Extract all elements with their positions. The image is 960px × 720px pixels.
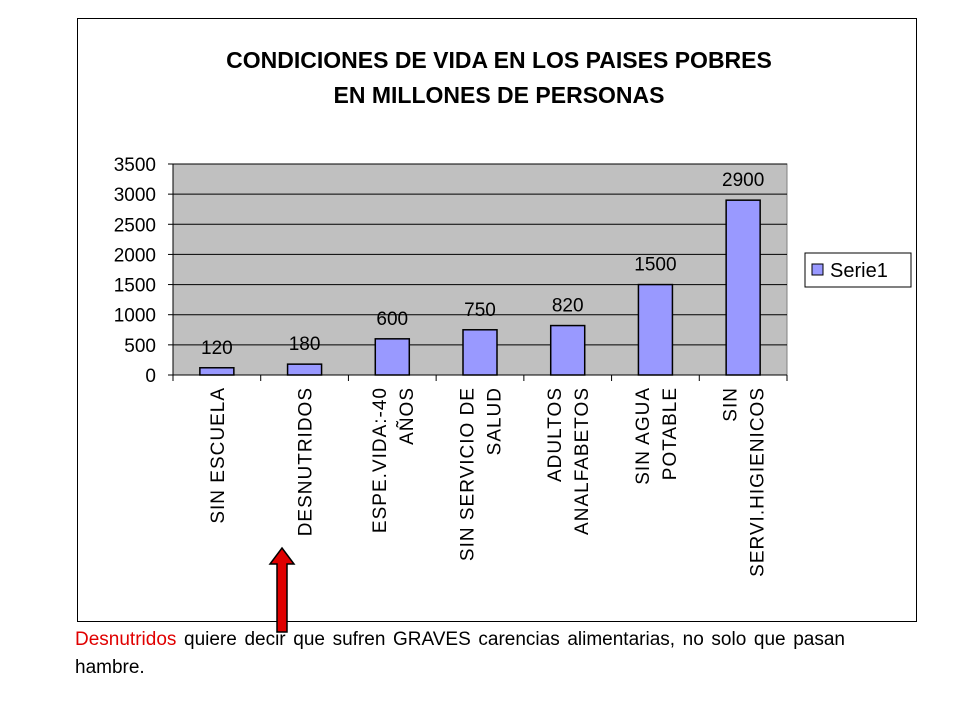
- x-category-label-line: ADULTOS: [545, 387, 566, 482]
- x-category-label: SIN AGUA POTABLE: [633, 387, 681, 485]
- x-category-label: ADULTOS ANALFABETOS: [545, 387, 593, 535]
- y-tick-label: 3000: [114, 185, 156, 206]
- chart-title-line-2: EN MILLONES DE PERSONAS: [334, 82, 665, 108]
- x-category-label-line: SERVI.HIGIENICOS: [748, 387, 769, 577]
- x-category-label: SIN SERVI.HIGIENICOS: [721, 387, 769, 577]
- x-category-label-line: SIN AGUA: [633, 387, 654, 485]
- data-label: 180: [289, 334, 321, 355]
- data-label: 600: [376, 309, 408, 330]
- x-category-label: SIN ESCUELA: [208, 387, 229, 524]
- x-category-label-line: SIN SERVICIO DE: [458, 387, 479, 561]
- y-tick-label: 3500: [114, 155, 156, 176]
- x-category-label-line: AÑOS: [396, 387, 418, 445]
- y-tick-label: 500: [124, 336, 156, 357]
- data-label: 2900: [722, 170, 764, 191]
- data-label: 1500: [634, 255, 676, 276]
- bar: [549, 324, 586, 376]
- bar: [286, 363, 323, 376]
- legend-swatch: [811, 263, 824, 276]
- data-label: 750: [464, 300, 496, 321]
- bar: [374, 338, 411, 376]
- y-tick-label: 1000: [114, 306, 156, 327]
- y-tick-label: 0: [145, 366, 156, 387]
- bar: [725, 199, 761, 376]
- y-tick-label: 1500: [114, 276, 156, 297]
- x-category-label: ESPE.VIDA:-40 AÑOS: [370, 387, 418, 533]
- x-category-label-line: ANALFABETOS: [572, 387, 593, 535]
- x-category-label-line: SIN ESCUELA: [208, 387, 229, 524]
- arrow-up-icon: [268, 546, 296, 633]
- bar: [462, 329, 498, 376]
- x-category-label-line: POTABLE: [660, 387, 681, 480]
- x-category-label-line: ESPE.VIDA:-40: [370, 387, 391, 533]
- caption-text: quiere decir que sufren GRAVES carencias…: [75, 629, 845, 678]
- caption: Desnutridos quiere decir que sufren GRAV…: [75, 626, 845, 682]
- x-category-label: DESNUTRIDOS: [296, 387, 317, 536]
- x-category-label-line: DESNUTRIDOS: [296, 387, 317, 536]
- x-category-label-line: SALUD: [485, 387, 506, 455]
- bar: [637, 283, 674, 376]
- y-tick-label: 2500: [114, 215, 156, 236]
- data-label: 120: [201, 338, 233, 359]
- bar: [199, 367, 235, 376]
- chart-title-line-1: CONDICIONES DE VIDA EN LOS PAISES POBRES: [226, 47, 772, 73]
- x-category-label: SIN SERVICIO DE SALUD: [458, 387, 506, 561]
- legend-label: Serie1: [830, 260, 888, 282]
- data-label: 820: [552, 296, 584, 317]
- x-category-label-line: SIN: [721, 387, 742, 422]
- caption-highlight: Desnutridos: [75, 629, 177, 650]
- bar-chart: CONDICIONES DE VIDA EN LOS PAISES POBRES…: [114, 47, 912, 577]
- y-tick-label: 2000: [114, 245, 156, 266]
- chart-frame: CONDICIONES DE VIDA EN LOS PAISES POBRES…: [77, 18, 917, 622]
